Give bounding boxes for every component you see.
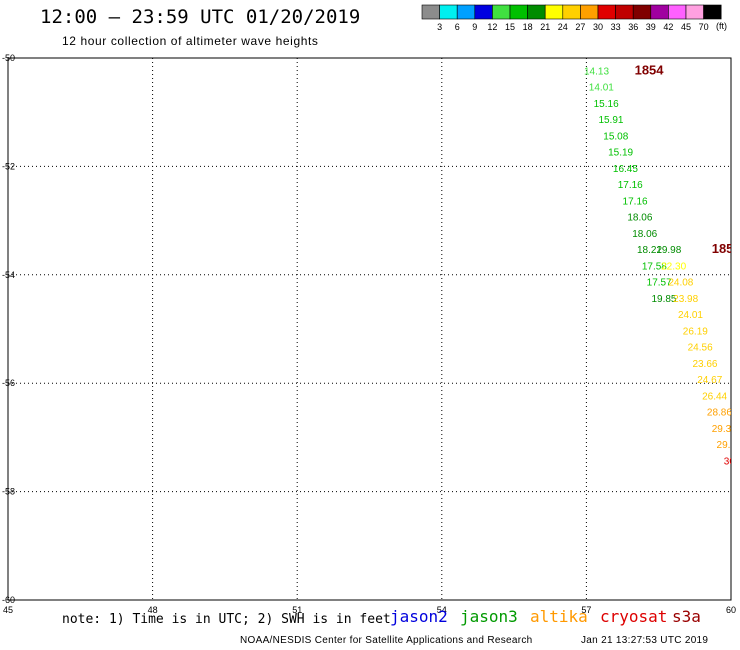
wave-height-label: 15.16 xyxy=(594,99,619,110)
chart-title: 12:00 – 23:59 UTC 01/20/2019 xyxy=(40,6,361,28)
y-tick-label: -50 xyxy=(2,53,15,63)
satellite-s3a: s3a xyxy=(672,607,701,626)
wave-height-label: 23.66 xyxy=(692,359,717,370)
footer-note: note: 1) Time is in UTC; 2) SWH is in fe… xyxy=(62,612,391,627)
y-tick-label: -52 xyxy=(2,161,15,171)
satellite-altika: altika xyxy=(530,607,588,626)
wave-height-label: 18.22 xyxy=(637,245,662,256)
legend-label: 12 xyxy=(487,22,497,32)
legend-label: 27 xyxy=(575,22,585,32)
y-tick-label: -54 xyxy=(2,270,15,280)
satellite-jason3: jason3 xyxy=(460,607,518,626)
wave-height-label: 17.58 xyxy=(642,261,667,272)
legend-label: 6 xyxy=(455,22,460,32)
wave-height-label: 24.08 xyxy=(668,278,693,289)
chart-subtitle: 12 hour collection of altimeter wave hei… xyxy=(62,34,319,48)
color-scale-legend: 3 6 9 12 15 18 21 24 27 30 33 36 39 42 45 70 xyxy=(421,4,722,32)
legend-label: 36 xyxy=(628,22,638,32)
wave-height-label: 19.98 xyxy=(656,245,681,256)
wave-height-label: 28.86 xyxy=(707,408,732,419)
wave-height-label: 17.16 xyxy=(623,196,648,207)
wave-height-label: 18.06 xyxy=(632,229,657,240)
wave-height-label: 26.19 xyxy=(683,326,708,337)
wave-height-label: 26.44 xyxy=(702,391,727,402)
wave-height-label: 22.30 xyxy=(661,261,686,272)
wave-height-label: 29.3 xyxy=(712,424,732,435)
satellite-cryosat: cryosat xyxy=(600,607,668,626)
legend-label: 3 xyxy=(437,22,442,32)
wave-height-label: 14.01 xyxy=(589,83,614,94)
legend-label: 18 xyxy=(523,22,533,32)
wave-height-label: 24.56 xyxy=(688,343,713,354)
legend-label: 21 xyxy=(540,22,550,32)
wave-height-label: 15.91 xyxy=(598,115,623,126)
wave-height-label: 18.06 xyxy=(627,213,652,224)
legend-swatch xyxy=(703,4,722,20)
wave-height-label: 16.45 xyxy=(613,164,638,175)
wave-height-label: 24.01 xyxy=(678,310,703,321)
track-time-label: 1854 xyxy=(635,62,665,77)
legend-label: 30 xyxy=(593,22,603,32)
wave-height-label: 15.08 xyxy=(603,131,628,142)
legend-label: 15 xyxy=(505,22,515,32)
wave-height-label: 17.16 xyxy=(618,180,643,191)
wave-height-label: 19.85 xyxy=(651,294,676,305)
generation-timestamp: Jan 21 13:27:53 UTC 2019 xyxy=(581,635,709,646)
legend-label: 70 xyxy=(699,22,709,32)
legend-label: 33 xyxy=(611,22,621,32)
x-tick-label: 60 xyxy=(726,605,736,615)
legend-label: 9 xyxy=(472,22,477,32)
wave-height-label: 15.19 xyxy=(608,148,633,159)
x-tick-label: 54 xyxy=(437,605,447,615)
x-tick-label: 45 xyxy=(3,605,13,615)
credit-line: NOAA/NESDIS Center for Satellite Applica… xyxy=(240,635,533,646)
legend-label: 42 xyxy=(663,22,673,32)
wave-height-label: 14.13 xyxy=(584,66,609,77)
y-tick-label: -56 xyxy=(2,378,15,388)
x-tick-label: 57 xyxy=(581,605,591,615)
plot-frame xyxy=(7,57,732,601)
y-tick-label: -60 xyxy=(2,595,15,605)
wave-height-label: 17.57 xyxy=(647,278,672,289)
legend-label: 24 xyxy=(558,22,568,32)
x-tick-label: 51 xyxy=(292,605,302,615)
legend-label: 39 xyxy=(646,22,656,32)
satellite-jason2: jason2 xyxy=(390,607,448,626)
wave-height-label: 29. xyxy=(717,440,731,451)
x-tick-label: 48 xyxy=(148,605,158,615)
legend-label: 45 xyxy=(681,22,691,32)
wave-height-label: 24.67 xyxy=(697,375,722,386)
wave-height-label: 30 xyxy=(724,457,736,468)
legend-units: (ft) xyxy=(716,21,727,31)
track-time-label: 1853 xyxy=(712,241,740,256)
y-tick-label: -58 xyxy=(2,487,15,497)
wave-height-label: 23.98 xyxy=(673,294,698,305)
